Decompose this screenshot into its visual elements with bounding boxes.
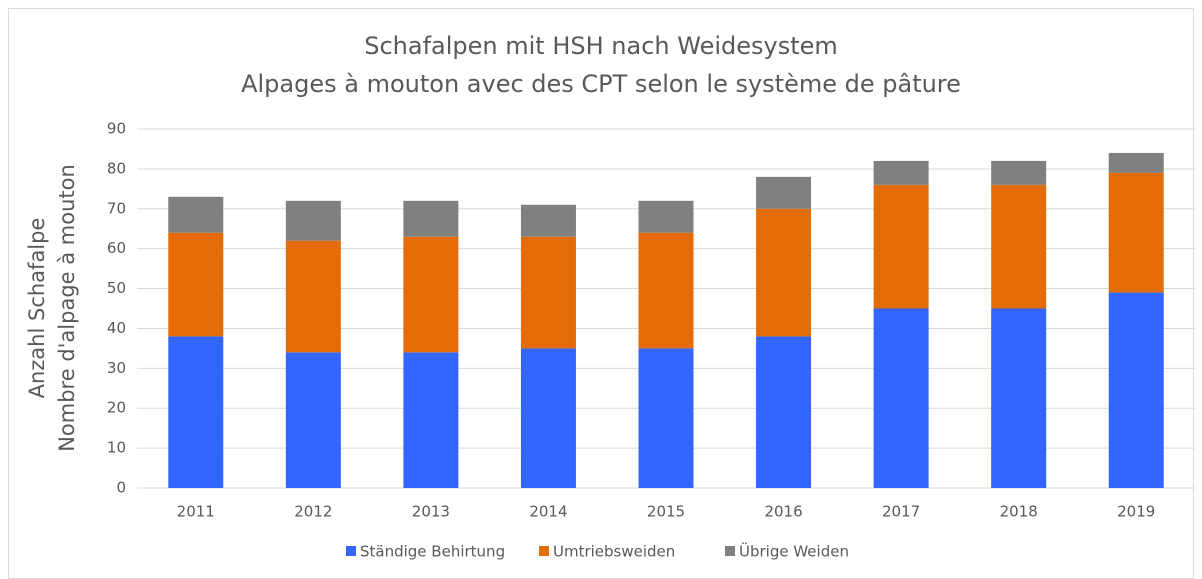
bar-segment (756, 176, 812, 209)
bar-segment (285, 240, 341, 353)
bar-segment (638, 348, 694, 488)
x-tick-label: 2016 (764, 503, 802, 521)
y-tick-label: 30 (107, 359, 126, 377)
x-tick-label: 2012 (294, 503, 332, 521)
x-tick-label: 2019 (1117, 503, 1155, 521)
bar-segment (991, 184, 1047, 309)
y-tick-label: 60 (107, 239, 126, 257)
legend-label: Ständige Behirtung (360, 543, 505, 561)
x-tick-label: 2015 (647, 503, 685, 521)
y-tick-label: 20 (107, 399, 126, 417)
y-tick-label: 40 (107, 319, 126, 337)
y-tick-label: 50 (107, 279, 126, 297)
bar-segment (991, 160, 1047, 185)
legend-swatch (346, 546, 356, 556)
bar-segment (403, 236, 459, 353)
bar-segment (638, 200, 694, 233)
y-tick-label: 90 (107, 120, 126, 138)
legend-label: Umtriebsweiden (553, 543, 675, 561)
bar-segment (520, 236, 576, 349)
chart-title: Alpages à mouton avec des CPT selon le s… (241, 70, 961, 98)
y-tick-label: 0 (116, 479, 126, 497)
bar-segment (756, 208, 812, 337)
y-axis-title: Nombre d'alpage à mouton (55, 164, 79, 452)
bar-segment (756, 336, 812, 488)
bar-segment (873, 308, 929, 488)
bar-segment (285, 352, 341, 488)
x-tick-label: 2014 (529, 503, 567, 521)
bar-segment (638, 232, 694, 349)
bar-segment (168, 336, 224, 488)
bar-segment (873, 160, 929, 185)
bar-segment (991, 308, 1047, 488)
x-tick-label: 2017 (882, 503, 920, 521)
bar-segment (873, 184, 929, 309)
bar-segment (1108, 172, 1164, 293)
y-axis-title: Anzahl Schafalpe (25, 218, 49, 399)
chart-title: Schafalpen mit HSH nach Weidesystem (364, 32, 838, 60)
bar-segment (403, 200, 459, 237)
bar-segment (285, 200, 341, 241)
x-tick-label: 2018 (1000, 503, 1038, 521)
bar-segment (168, 232, 224, 337)
y-tick-label: 80 (107, 159, 126, 177)
bar-segment (520, 348, 576, 488)
legend-label: Übrige Weiden (739, 542, 849, 561)
legend-swatch (539, 546, 549, 556)
y-tick-label: 70 (107, 199, 126, 217)
x-tick-label: 2013 (412, 503, 450, 521)
legend-swatch (725, 546, 735, 556)
bar-segment (403, 352, 459, 488)
x-tick-label: 2011 (177, 503, 215, 521)
bar-segment (1108, 152, 1164, 173)
y-tick-label: 10 (107, 439, 126, 457)
bar-segment (520, 204, 576, 237)
bar-segment (168, 196, 224, 233)
bar-segment (1108, 292, 1164, 488)
